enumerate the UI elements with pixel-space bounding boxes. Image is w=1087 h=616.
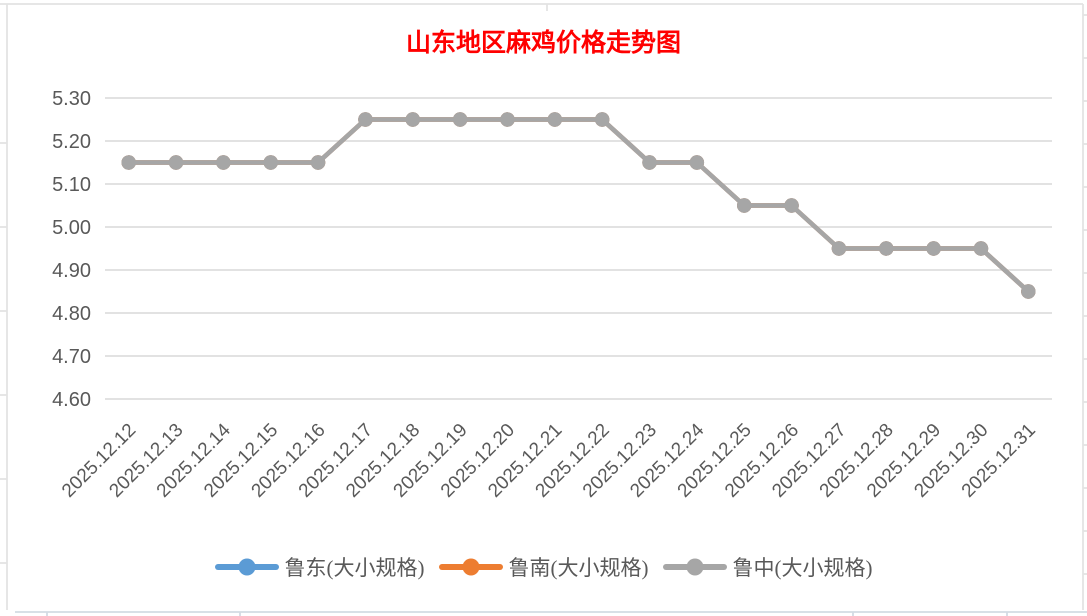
legend-label: 鲁中(大小规格) [732,556,873,580]
y-axis-tick-label: 4.90 [52,260,91,282]
legend-label: 鲁南(大小规格) [508,556,649,580]
legend-item-lunan[interactable]: 鲁南(大小规格) [438,552,649,582]
x-axis-labels: 2025.12.122025.12.132025.12.142025.12.15… [58,419,1040,501]
legend-label: 鲁东(大小规格) [284,556,425,580]
y-axis-tick-label: 4.60 [52,389,91,411]
series-line-0[interactable] [126,117,1031,294]
data-point-marker[interactable] [168,155,184,170]
data-point-marker[interactable] [784,198,799,213]
data-point-marker[interactable] [216,155,231,170]
sheet-gridline-bottom [15,611,1087,616]
data-point-marker[interactable] [642,155,657,170]
data-point-marker[interactable] [310,155,326,170]
legend-item-luzhong[interactable]: 鲁中(大小规格) [662,552,873,582]
legend-marker-line-icon [214,558,279,576]
y-axis-tick-label: 5.20 [52,131,91,153]
data-point-marker[interactable] [547,112,563,127]
data-point-marker[interactable] [452,112,468,127]
y-axis-labels: 5.30 5.20 5.10 5.00 4.90 4.80 4.70 4.60 [52,88,91,411]
y-axis-tick-label: 4.70 [52,346,91,368]
data-point-marker[interactable] [405,112,420,127]
data-point-marker[interactable] [594,112,610,127]
series-line-2[interactable] [126,117,1031,294]
data-point-marker[interactable] [1021,284,1036,299]
data-point-marker[interactable] [926,241,941,256]
series-2 [121,112,1036,299]
data-point-marker[interactable] [831,241,847,256]
y-axis-tick-label: 4.80 [52,303,91,325]
data-point-marker[interactable] [879,241,894,256]
y-axis-tick-label: 5.10 [52,174,91,196]
chart-title[interactable]: 山东地区麻鸡价格走势图 [405,30,681,57]
sheet-gridline-artifacts [0,3,1087,610]
data-point-marker[interactable] [358,112,373,127]
legend-item-ludong[interactable]: 鲁东(大小规格) [214,552,425,582]
gridlines [105,97,1052,400]
data-point-marker[interactable] [737,198,752,213]
y-axis-tick-label: 5.30 [52,88,91,110]
y-axis-tick-label: 5.00 [52,217,91,239]
data-point-marker[interactable] [689,155,705,170]
data-point-marker[interactable] [973,241,989,256]
legend-marker-line-icon [438,558,503,576]
data-point-marker[interactable] [263,155,278,170]
series-line-1[interactable] [126,117,1031,294]
data-point-marker[interactable] [500,112,515,127]
data-point-marker[interactable] [121,155,136,170]
legend: 鲁东(大小规格) 鲁南(大小规格) 鲁中(大小规格) [0,552,1087,582]
legend-marker-line-icon [662,558,727,576]
